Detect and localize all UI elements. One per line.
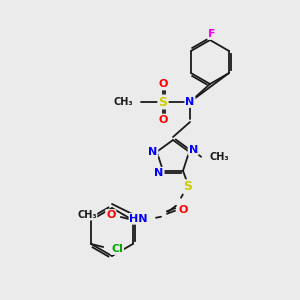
Text: CH₃: CH₃: [209, 152, 229, 162]
Text: Cl: Cl: [111, 244, 123, 254]
Text: N: N: [185, 97, 195, 107]
Text: S: S: [184, 180, 193, 193]
Text: CH₃: CH₃: [113, 97, 133, 107]
Text: O: O: [158, 79, 168, 89]
Text: HN: HN: [130, 214, 148, 224]
Text: N: N: [154, 168, 164, 178]
Text: O: O: [178, 205, 188, 215]
Text: F: F: [208, 29, 216, 39]
Text: S: S: [158, 95, 167, 109]
Text: N: N: [188, 145, 198, 155]
Text: CH₃: CH₃: [77, 210, 97, 220]
Text: N: N: [148, 147, 158, 157]
Text: O: O: [158, 115, 168, 125]
Text: O: O: [106, 210, 116, 220]
